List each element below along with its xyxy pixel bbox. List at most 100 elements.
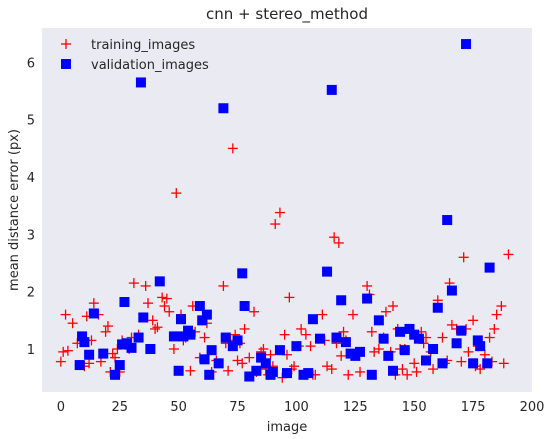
- training-point: [484, 332, 495, 343]
- training-point: [329, 232, 340, 243]
- training-point: [62, 345, 73, 356]
- training-point: [305, 341, 316, 352]
- training-point: [60, 309, 71, 320]
- training-point: [161, 293, 172, 304]
- validation-point: [74, 360, 85, 371]
- training-point: [249, 306, 260, 317]
- validation-point: [84, 349, 95, 360]
- plot-area: [42, 28, 532, 392]
- x-tick-label: 0: [57, 400, 65, 415]
- validation-point: [168, 331, 179, 342]
- validation-point: [227, 341, 238, 352]
- validation-point: [256, 352, 267, 363]
- training-point: [409, 358, 420, 369]
- validation-point: [239, 301, 250, 312]
- validation-point: [197, 315, 208, 326]
- validation-point: [145, 344, 156, 355]
- validation-point: [220, 332, 231, 343]
- validation-point: [282, 368, 292, 379]
- x-axis-label: image: [267, 420, 308, 435]
- validation-point: [322, 266, 333, 277]
- y-tick-label: 2: [27, 286, 35, 301]
- x-tick-label: 150: [402, 400, 427, 415]
- legend-label-training: training_images: [91, 38, 195, 53]
- validation-point: [472, 335, 483, 346]
- training-point: [185, 365, 196, 376]
- training-point: [428, 364, 439, 375]
- training-point: [503, 249, 514, 260]
- validation-point: [173, 365, 184, 376]
- y-tick-label: 5: [27, 114, 35, 129]
- validation-point: [77, 331, 88, 342]
- validation-point: [133, 332, 144, 343]
- validation-point: [437, 358, 448, 369]
- training-point: [244, 352, 255, 363]
- training-point: [373, 344, 384, 355]
- legend-label-validation: validation_images: [91, 58, 209, 73]
- validation-point: [126, 342, 137, 353]
- validation-point: [461, 39, 472, 50]
- validation-point: [244, 371, 255, 382]
- validation-point: [355, 346, 366, 357]
- validation-point: [178, 331, 189, 342]
- validation-point: [326, 84, 337, 95]
- x-tick-label: 100: [284, 400, 309, 415]
- validation-point: [432, 302, 443, 313]
- y-tick-label: 1: [27, 343, 35, 358]
- training-point: [58, 346, 69, 357]
- validation-point: [138, 312, 149, 323]
- training-point: [446, 319, 457, 330]
- legend: training_images validation_images: [61, 38, 209, 73]
- training-point: [296, 323, 307, 334]
- training-point: [270, 219, 281, 230]
- training-point: [458, 252, 469, 263]
- training-point: [289, 361, 300, 372]
- validation-point: [420, 355, 431, 366]
- training-point: [199, 332, 210, 343]
- validation-point: [399, 345, 410, 356]
- x-tick-label: 25: [111, 400, 128, 415]
- training-point: [168, 344, 179, 355]
- training-point: [159, 301, 170, 312]
- training-point: [152, 322, 163, 333]
- validation-point: [468, 358, 479, 369]
- y-tick-label: 6: [27, 56, 35, 71]
- training-point: [402, 369, 413, 380]
- training-point: [437, 332, 448, 343]
- training-point: [265, 349, 276, 360]
- validation-point: [442, 215, 453, 226]
- validation-point: [331, 332, 342, 343]
- training-point: [475, 364, 486, 375]
- training-point: [143, 298, 154, 309]
- validation-point: [88, 308, 99, 319]
- chart-title: cnn + stereo_method: [206, 5, 368, 24]
- training-point: [239, 323, 250, 334]
- training-point: [343, 369, 354, 380]
- training-point: [333, 237, 344, 248]
- training-point: [128, 278, 139, 289]
- ticks-layer: 0 25 50 75 100 125 150 175 200 1 2 3 4 5 6: [27, 56, 545, 415]
- x-tick-label: 75: [229, 400, 246, 415]
- training-point: [397, 364, 408, 375]
- training-point: [489, 323, 500, 334]
- validation-point: [154, 276, 165, 287]
- training-point: [411, 366, 422, 377]
- training-point: [355, 366, 366, 377]
- training-point: [147, 315, 158, 326]
- validation-point: [303, 368, 314, 379]
- validation-point: [194, 301, 205, 312]
- training-point: [468, 315, 479, 326]
- training-point: [84, 358, 95, 369]
- validation-point: [251, 365, 262, 376]
- validation-point: [98, 348, 109, 359]
- training-point: [67, 318, 78, 329]
- validation-point: [451, 338, 462, 349]
- validation-point: [267, 366, 278, 377]
- training-point: [491, 309, 502, 320]
- training-point: [300, 329, 311, 340]
- training-point: [140, 280, 151, 291]
- validation-point: [314, 333, 325, 344]
- validation-point: [475, 341, 486, 352]
- training-point: [279, 329, 290, 340]
